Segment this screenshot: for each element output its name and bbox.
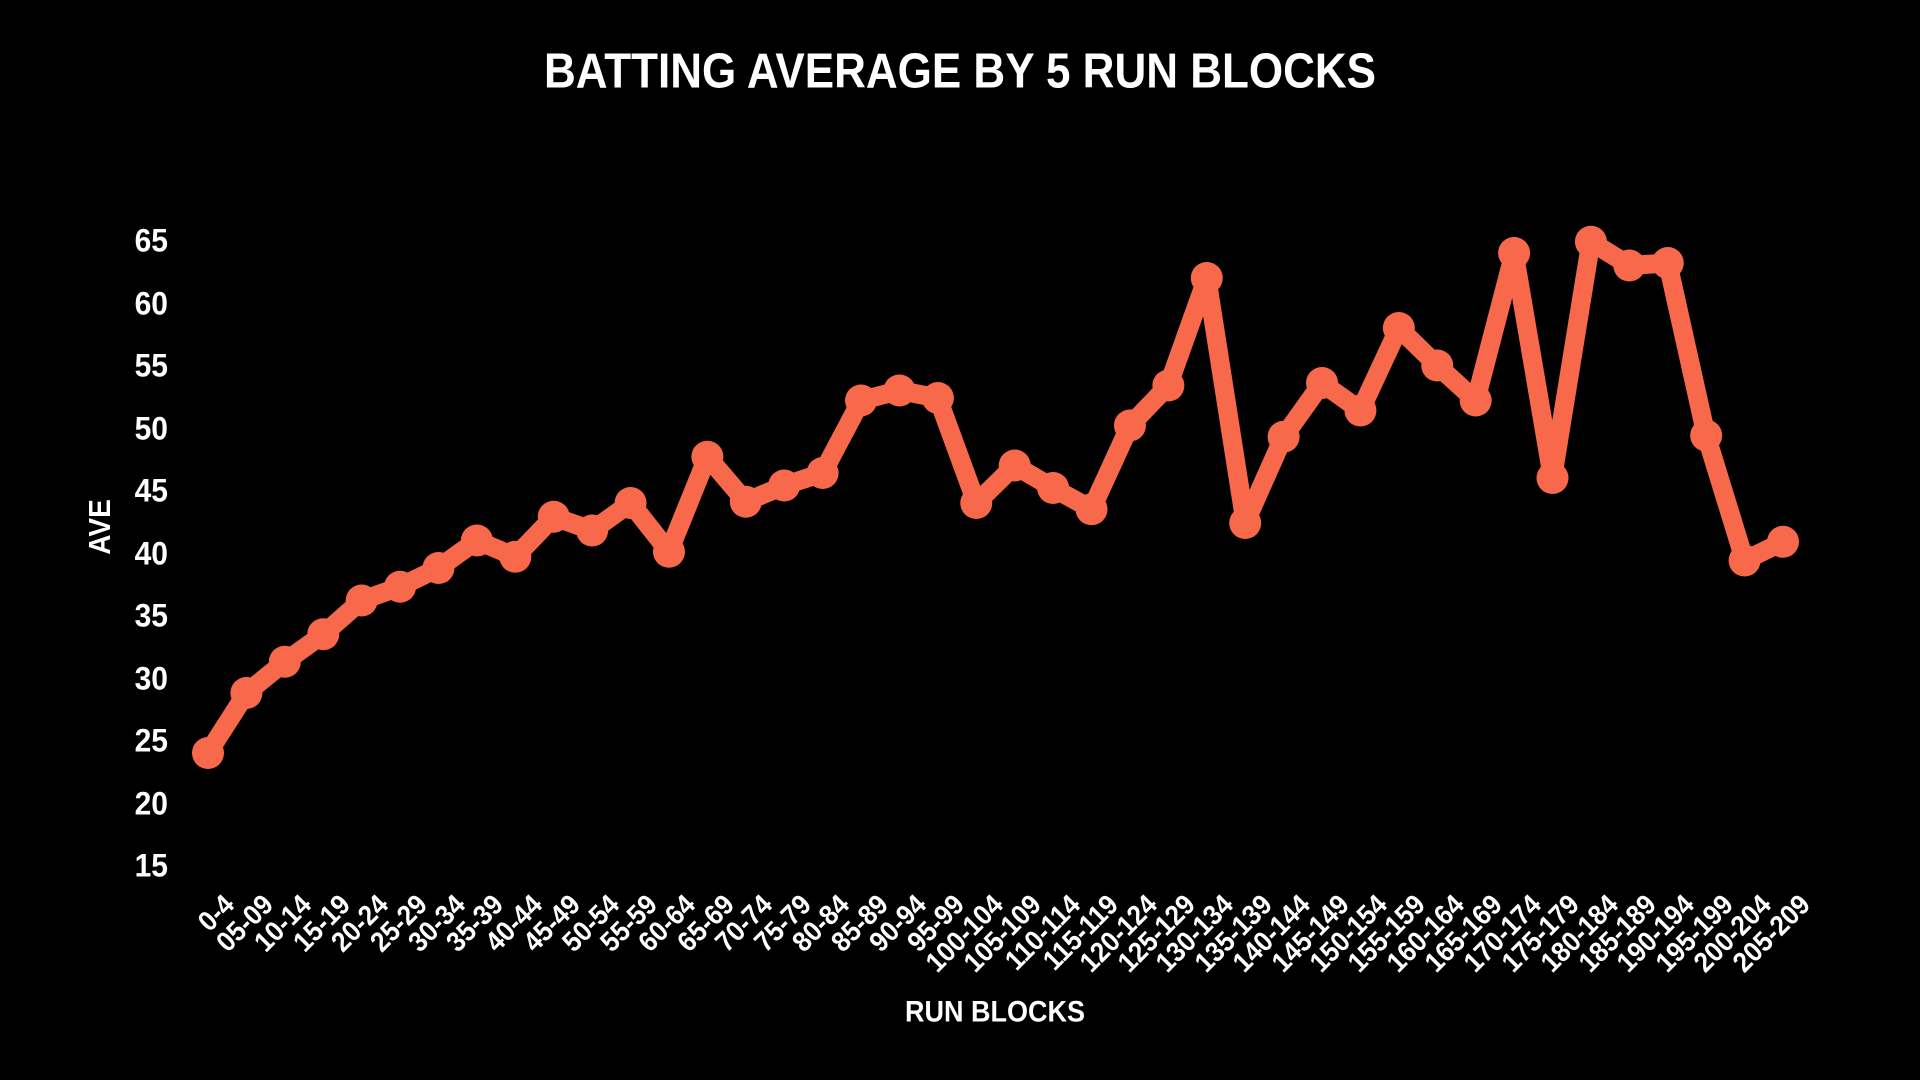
data-point: [729, 485, 762, 518]
data-point: [1075, 493, 1108, 526]
data-point: [345, 584, 378, 617]
x-axis-title: RUN BLOCKS: [905, 994, 1085, 1028]
data-point: [1037, 472, 1070, 504]
data-point: [1574, 225, 1607, 258]
y-tick-label: 15: [134, 848, 168, 884]
data-point: [1613, 249, 1646, 282]
y-tick-label: 30: [134, 660, 168, 697]
data-point: [1152, 369, 1185, 402]
data-point: [537, 500, 570, 533]
y-tick-label: 65: [134, 223, 168, 259]
data-point: [576, 514, 609, 547]
data-point: [192, 737, 224, 769]
data-point: [1459, 384, 1492, 417]
data-point: [499, 540, 532, 573]
data-point: [1229, 507, 1262, 539]
data-point: [652, 535, 685, 568]
y-tick-label: 40: [134, 535, 168, 572]
y-tick-label: 25: [134, 723, 168, 759]
data-point: [614, 487, 647, 519]
data-point: [1190, 262, 1223, 294]
y-tick-label: 20: [134, 785, 168, 822]
data-point: [1728, 544, 1761, 577]
data-point: [307, 618, 340, 651]
data-point: [1267, 420, 1300, 453]
data-point: [1382, 312, 1415, 344]
data-point: [1651, 247, 1684, 279]
data-point: [1536, 462, 1569, 494]
y-tick-label: 35: [134, 598, 168, 634]
data-point: [1767, 525, 1799, 558]
data-point: [230, 677, 263, 709]
data-point: [1344, 394, 1377, 427]
data-point: [998, 449, 1031, 482]
data-point: [960, 487, 993, 519]
y-tick-label: 60: [134, 285, 168, 322]
data-point: [1113, 409, 1146, 442]
data-point: [806, 457, 839, 489]
chart-title: BATTING AVERAGE BY 5 RUN BLOCKS: [544, 44, 1376, 99]
data-point: [1498, 237, 1531, 269]
data-point: [460, 524, 493, 557]
data-point: [1306, 367, 1339, 399]
data-point: [422, 552, 455, 584]
data-line: [198, 232, 1793, 763]
data-point: [1690, 419, 1723, 452]
data-point: [883, 374, 916, 407]
data-point: [768, 469, 801, 502]
data-point: [921, 382, 954, 414]
y-tick-label: 55: [134, 348, 168, 384]
data-point: [384, 570, 417, 603]
data-point: [268, 645, 301, 678]
data-point: [1421, 349, 1454, 382]
data-point: [691, 440, 724, 473]
y-tick-label: 45: [134, 473, 168, 509]
y-axis-title: AVE: [82, 499, 117, 555]
data-point: [845, 384, 878, 417]
y-tick-label: 50: [134, 410, 168, 447]
